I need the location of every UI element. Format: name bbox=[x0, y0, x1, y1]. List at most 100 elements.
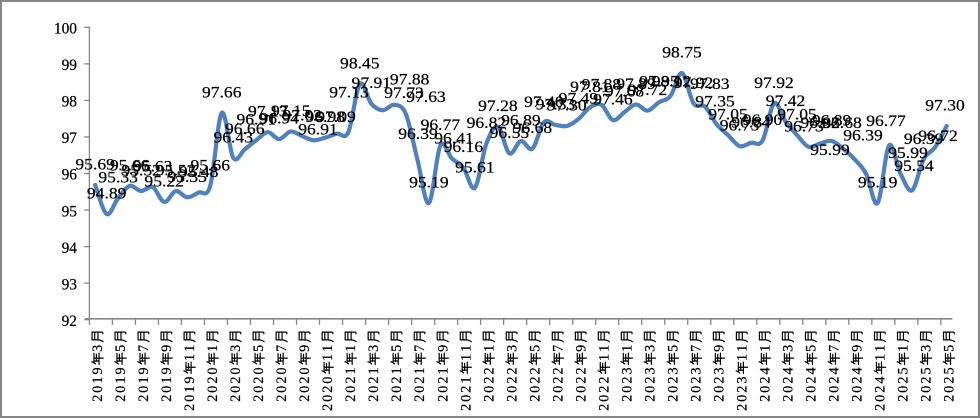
svg-text:4: 4 bbox=[826, 367, 842, 374]
svg-text:0: 0 bbox=[320, 395, 336, 402]
svg-text:97.88: 97.88 bbox=[582, 76, 622, 93]
svg-text:1: 1 bbox=[205, 345, 221, 352]
svg-text:2: 2 bbox=[504, 367, 520, 374]
svg-text:7: 7 bbox=[274, 345, 290, 352]
svg-text:96.39: 96.39 bbox=[398, 126, 438, 143]
svg-text:97.81: 97.81 bbox=[570, 79, 610, 96]
svg-text:96.91: 96.91 bbox=[298, 121, 338, 138]
svg-text:9: 9 bbox=[297, 345, 313, 352]
svg-text:5: 5 bbox=[527, 345, 543, 352]
svg-text:96.82: 96.82 bbox=[467, 115, 507, 132]
svg-text:97.42: 97.42 bbox=[766, 93, 806, 110]
svg-text:2: 2 bbox=[919, 395, 935, 402]
svg-text:3: 3 bbox=[642, 367, 658, 374]
svg-text:96.43: 96.43 bbox=[213, 129, 253, 146]
svg-text:96: 96 bbox=[62, 167, 77, 184]
svg-text:5: 5 bbox=[942, 345, 958, 352]
svg-text:7: 7 bbox=[826, 345, 842, 352]
svg-text:98.45: 98.45 bbox=[340, 55, 380, 72]
svg-text:1: 1 bbox=[896, 345, 912, 352]
svg-text:5: 5 bbox=[803, 345, 819, 352]
svg-text:97.40: 97.40 bbox=[524, 94, 564, 111]
svg-text:0: 0 bbox=[366, 386, 382, 393]
svg-text:3: 3 bbox=[366, 345, 382, 352]
svg-text:0: 0 bbox=[711, 386, 727, 393]
svg-text:96.73: 96.73 bbox=[784, 118, 824, 135]
svg-text:2: 2 bbox=[596, 404, 612, 411]
svg-text:1: 1 bbox=[619, 345, 635, 352]
svg-text:3: 3 bbox=[228, 345, 244, 352]
svg-text:0: 0 bbox=[251, 386, 267, 393]
svg-text:0: 0 bbox=[780, 386, 796, 393]
svg-text:97.30: 97.30 bbox=[925, 97, 965, 114]
svg-text:95.63: 95.63 bbox=[133, 159, 173, 176]
svg-text:0: 0 bbox=[873, 395, 889, 402]
svg-text:2: 2 bbox=[803, 377, 819, 384]
svg-text:0: 0 bbox=[850, 386, 866, 393]
svg-text:9: 9 bbox=[435, 345, 451, 352]
svg-text:1: 1 bbox=[412, 367, 428, 374]
svg-text:1: 1 bbox=[182, 345, 198, 352]
svg-text:2: 2 bbox=[757, 377, 773, 384]
svg-text:97.33: 97.33 bbox=[536, 96, 576, 113]
svg-text:95.19: 95.19 bbox=[858, 175, 898, 192]
svg-text:97.49: 97.49 bbox=[559, 91, 599, 108]
svg-text:2: 2 bbox=[734, 386, 750, 393]
svg-text:1: 1 bbox=[458, 354, 474, 361]
svg-text:2: 2 bbox=[389, 377, 405, 384]
svg-text:0: 0 bbox=[205, 367, 221, 374]
svg-text:2: 2 bbox=[251, 377, 267, 384]
svg-text:95.52: 95.52 bbox=[156, 163, 196, 180]
svg-text:0: 0 bbox=[228, 386, 244, 393]
svg-text:7: 7 bbox=[688, 345, 704, 352]
svg-text:2: 2 bbox=[274, 395, 290, 402]
svg-text:2: 2 bbox=[896, 395, 912, 402]
svg-text:1: 1 bbox=[320, 345, 336, 352]
svg-text:2: 2 bbox=[136, 395, 152, 402]
svg-text:1: 1 bbox=[113, 377, 129, 384]
svg-text:2: 2 bbox=[504, 377, 520, 384]
svg-text:2: 2 bbox=[873, 404, 889, 411]
svg-text:95.48: 95.48 bbox=[179, 164, 219, 181]
svg-text:2: 2 bbox=[228, 377, 244, 384]
svg-text:2: 2 bbox=[734, 404, 750, 411]
svg-text:1: 1 bbox=[90, 377, 106, 384]
svg-text:97.15: 97.15 bbox=[271, 103, 311, 120]
svg-text:5: 5 bbox=[251, 345, 267, 352]
svg-text:5: 5 bbox=[665, 345, 681, 352]
svg-text:3: 3 bbox=[688, 367, 704, 374]
svg-text:2: 2 bbox=[205, 377, 221, 384]
svg-text:97.28: 97.28 bbox=[478, 98, 518, 115]
svg-text:2: 2 bbox=[919, 377, 935, 384]
svg-text:2: 2 bbox=[113, 395, 129, 402]
svg-text:1: 1 bbox=[596, 354, 612, 361]
svg-text:95.52: 95.52 bbox=[121, 163, 161, 180]
svg-text:0: 0 bbox=[205, 386, 221, 393]
svg-text:9: 9 bbox=[159, 345, 175, 352]
svg-text:2: 2 bbox=[159, 395, 175, 402]
svg-text:1: 1 bbox=[596, 345, 612, 352]
svg-text:0: 0 bbox=[481, 386, 497, 393]
svg-text:96.39: 96.39 bbox=[843, 128, 883, 145]
svg-text:3: 3 bbox=[734, 377, 750, 384]
svg-text:0: 0 bbox=[757, 386, 773, 393]
svg-text:2: 2 bbox=[458, 404, 474, 411]
svg-text:0: 0 bbox=[504, 386, 520, 393]
svg-text:9: 9 bbox=[573, 345, 589, 352]
svg-text:4: 4 bbox=[757, 367, 773, 374]
svg-text:7: 7 bbox=[412, 345, 428, 352]
svg-text:0: 0 bbox=[274, 386, 290, 393]
svg-text:96.68: 96.68 bbox=[822, 115, 862, 132]
svg-text:97: 97 bbox=[62, 130, 77, 147]
svg-text:0: 0 bbox=[458, 395, 474, 402]
svg-text:98.75: 98.75 bbox=[662, 44, 702, 61]
svg-text:2: 2 bbox=[412, 395, 428, 402]
svg-text:1: 1 bbox=[458, 345, 474, 352]
svg-text:96.41: 96.41 bbox=[434, 131, 474, 148]
svg-text:1: 1 bbox=[435, 367, 451, 374]
svg-text:9: 9 bbox=[159, 367, 175, 374]
svg-text:99: 99 bbox=[62, 57, 77, 74]
svg-text:2: 2 bbox=[366, 395, 382, 402]
svg-text:2: 2 bbox=[873, 386, 889, 393]
svg-text:2: 2 bbox=[343, 377, 359, 384]
